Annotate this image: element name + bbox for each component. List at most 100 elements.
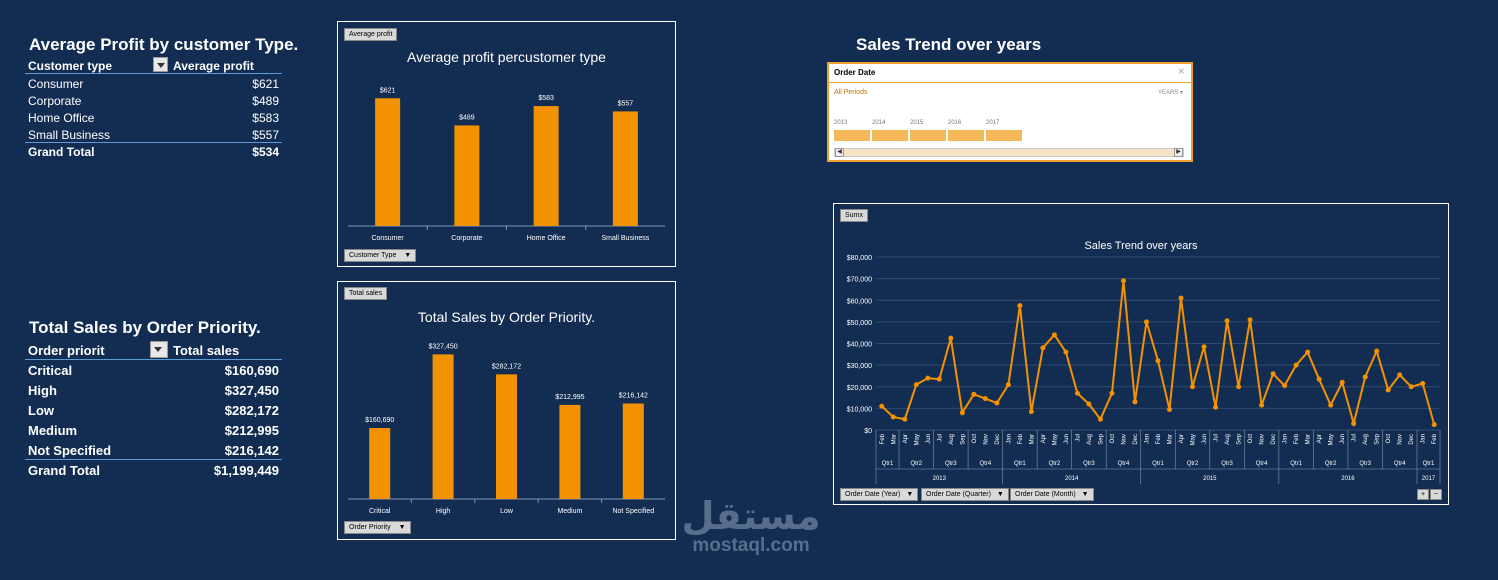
bar-data-label: $489	[459, 114, 475, 121]
month-tick-label: Jun	[1064, 434, 1070, 444]
profit-chart-panel[interactable]: Average profit Average profit percustome…	[337, 21, 676, 267]
profit-chart-field-tag[interactable]: Average profit	[344, 28, 398, 41]
sales-row-value: $327,450	[224, 383, 279, 398]
category-tick-label: Small Business	[601, 235, 649, 242]
quarter-tick-label: Qtr1	[1014, 461, 1026, 467]
trend-chart-panel[interactable]: Sumx Sales Trend over years $0 $10,000 $20,…	[833, 203, 1449, 505]
profit-row-value: $557	[252, 128, 279, 142]
quarter-tick-label: Qtr1	[882, 461, 894, 467]
trend-point-14	[1040, 345, 1046, 351]
sales-col-total-sales: Total sales	[173, 343, 240, 358]
quarter-tick-label: Qtr4	[1256, 461, 1268, 467]
chevron-down-icon: ▼	[398, 524, 406, 531]
sales-row-label: High	[28, 383, 57, 398]
trend-point-35	[1282, 383, 1288, 389]
month-tick-label: Feb	[880, 433, 886, 444]
month-tick-label: Jan	[1006, 434, 1012, 444]
month-tick-label: Feb	[1294, 433, 1300, 444]
trend-point-27	[1190, 384, 1196, 390]
slicer-level-selector[interactable]: YEARS ▾	[1158, 89, 1183, 96]
clear-filter-icon[interactable]: ⨯	[1177, 66, 1185, 76]
trend-point-39	[1328, 402, 1334, 408]
chart-title: Average profit percustomer type	[407, 49, 606, 65]
trend-point-17	[1074, 390, 1080, 396]
order-date-year-filter[interactable]: Order Date (Year) ▼	[840, 488, 919, 501]
trend-point-38	[1316, 376, 1322, 382]
y-tick-label: $30,000	[847, 363, 872, 370]
trend-point-16	[1063, 349, 1069, 355]
profit-total-divider	[25, 142, 282, 143]
sales-chart-field-tag[interactable]: Total sales	[344, 287, 388, 300]
order-priority-axis-filter[interactable]: Order Priority ▼	[344, 521, 411, 534]
slicer-year-label: 2017	[986, 120, 1000, 126]
chevron-down-icon: ▾	[1179, 90, 1183, 96]
trend-point-37	[1305, 349, 1311, 355]
expand-field-button[interactable]: +	[1417, 489, 1430, 500]
trend-point-46	[1408, 384, 1414, 390]
order-date-month-filter[interactable]: Order Date (Month) ▼	[1010, 488, 1094, 501]
slicer-year-bar[interactable]	[834, 130, 871, 141]
customer-type-filter-button[interactable]	[153, 57, 168, 72]
bar-4	[622, 403, 644, 499]
chart-title: Sales Trend over years	[1084, 240, 1198, 252]
trend-point-31	[1236, 384, 1242, 390]
trend-point-40	[1339, 379, 1345, 385]
slicer-year-bar[interactable]	[872, 130, 909, 141]
trend-chart-field-tag[interactable]: Sumx	[840, 209, 868, 222]
bar-2	[533, 106, 559, 226]
order-priority-axis-filter-label: Order Priority	[349, 524, 391, 531]
order-priority-filter-button[interactable]	[150, 341, 168, 358]
category-tick-label: Not Specified	[612, 508, 654, 515]
profit-header-divider	[25, 73, 282, 74]
bar-data-label: $160,690	[365, 417, 394, 424]
trend-point-42	[1362, 374, 1368, 380]
watermark-latin: mostaql.com	[692, 535, 810, 556]
month-tick-label: Aug	[1363, 434, 1369, 445]
y-tick-label: $40,000	[847, 342, 872, 349]
month-tick-label: Mar	[1306, 434, 1312, 444]
scroll-right-icon[interactable]: ▶	[1174, 148, 1183, 157]
slicer-year-bar[interactable]	[948, 130, 985, 141]
order-date-quarter-filter[interactable]: Order Date (Quarter) ▼	[921, 488, 1009, 501]
month-tick-label: Dec	[1271, 434, 1277, 445]
slicer-scrollbar[interactable]: ◀ ▶	[834, 148, 1184, 157]
trend-point-21	[1120, 278, 1126, 284]
collapse-field-button[interactable]: −	[1430, 489, 1443, 500]
sales-row-value: $212,995	[224, 423, 279, 438]
sales-header-divider	[25, 359, 282, 360]
slicer-year-bar[interactable]	[986, 130, 1023, 141]
month-tick-label: Oct	[1386, 434, 1392, 444]
month-tick-label: Oct	[1110, 434, 1116, 444]
month-tick-label: Oct	[1248, 434, 1254, 444]
trend-point-1	[890, 414, 896, 420]
quarter-tick-label: Qtr1	[1290, 461, 1302, 467]
scroll-left-icon[interactable]: ◀	[835, 148, 844, 157]
trend-point-47	[1420, 381, 1426, 387]
month-tick-label: Sep	[1375, 433, 1381, 444]
profit-row-label: Corporate	[28, 94, 82, 108]
sales-grand-total-label: Grand Total	[28, 463, 100, 478]
month-tick-label: May	[1329, 434, 1335, 445]
month-tick-label: Nov	[1121, 434, 1127, 445]
year-tick-label: 2014	[1065, 476, 1079, 482]
category-tick-label: Medium	[557, 508, 582, 515]
month-tick-label: Dec	[1409, 434, 1415, 445]
quarter-tick-label: Qtr3	[1359, 461, 1371, 467]
order-date-timeline-slicer[interactable]: Order Date ⨯ All Periods YEARS ▾ 2013 201…	[827, 62, 1193, 162]
bar-1	[454, 125, 480, 226]
month-tick-label: Nov	[1260, 434, 1266, 445]
trend-point-44	[1385, 387, 1391, 393]
month-tick-label: Nov	[983, 434, 989, 445]
profit-grand-total-label: Grand Total	[28, 145, 95, 159]
month-tick-label: Oct	[972, 434, 978, 444]
sales-chart-panel[interactable]: Total sales Total Sales by Order Priorit…	[337, 281, 676, 540]
category-tick-label: Corporate	[451, 235, 482, 242]
trend-point-10	[994, 400, 1000, 406]
trend-point-43	[1374, 348, 1380, 354]
slicer-year-label: 2014	[872, 120, 886, 126]
customer-type-axis-filter[interactable]: Customer Type ▼	[344, 249, 417, 262]
slicer-year-bar[interactable]	[910, 130, 947, 141]
chevron-down-icon: ▼	[1081, 491, 1089, 498]
month-tick-label: Jan	[1421, 434, 1427, 444]
sales-col-order-priority: Order priorit	[28, 343, 105, 358]
